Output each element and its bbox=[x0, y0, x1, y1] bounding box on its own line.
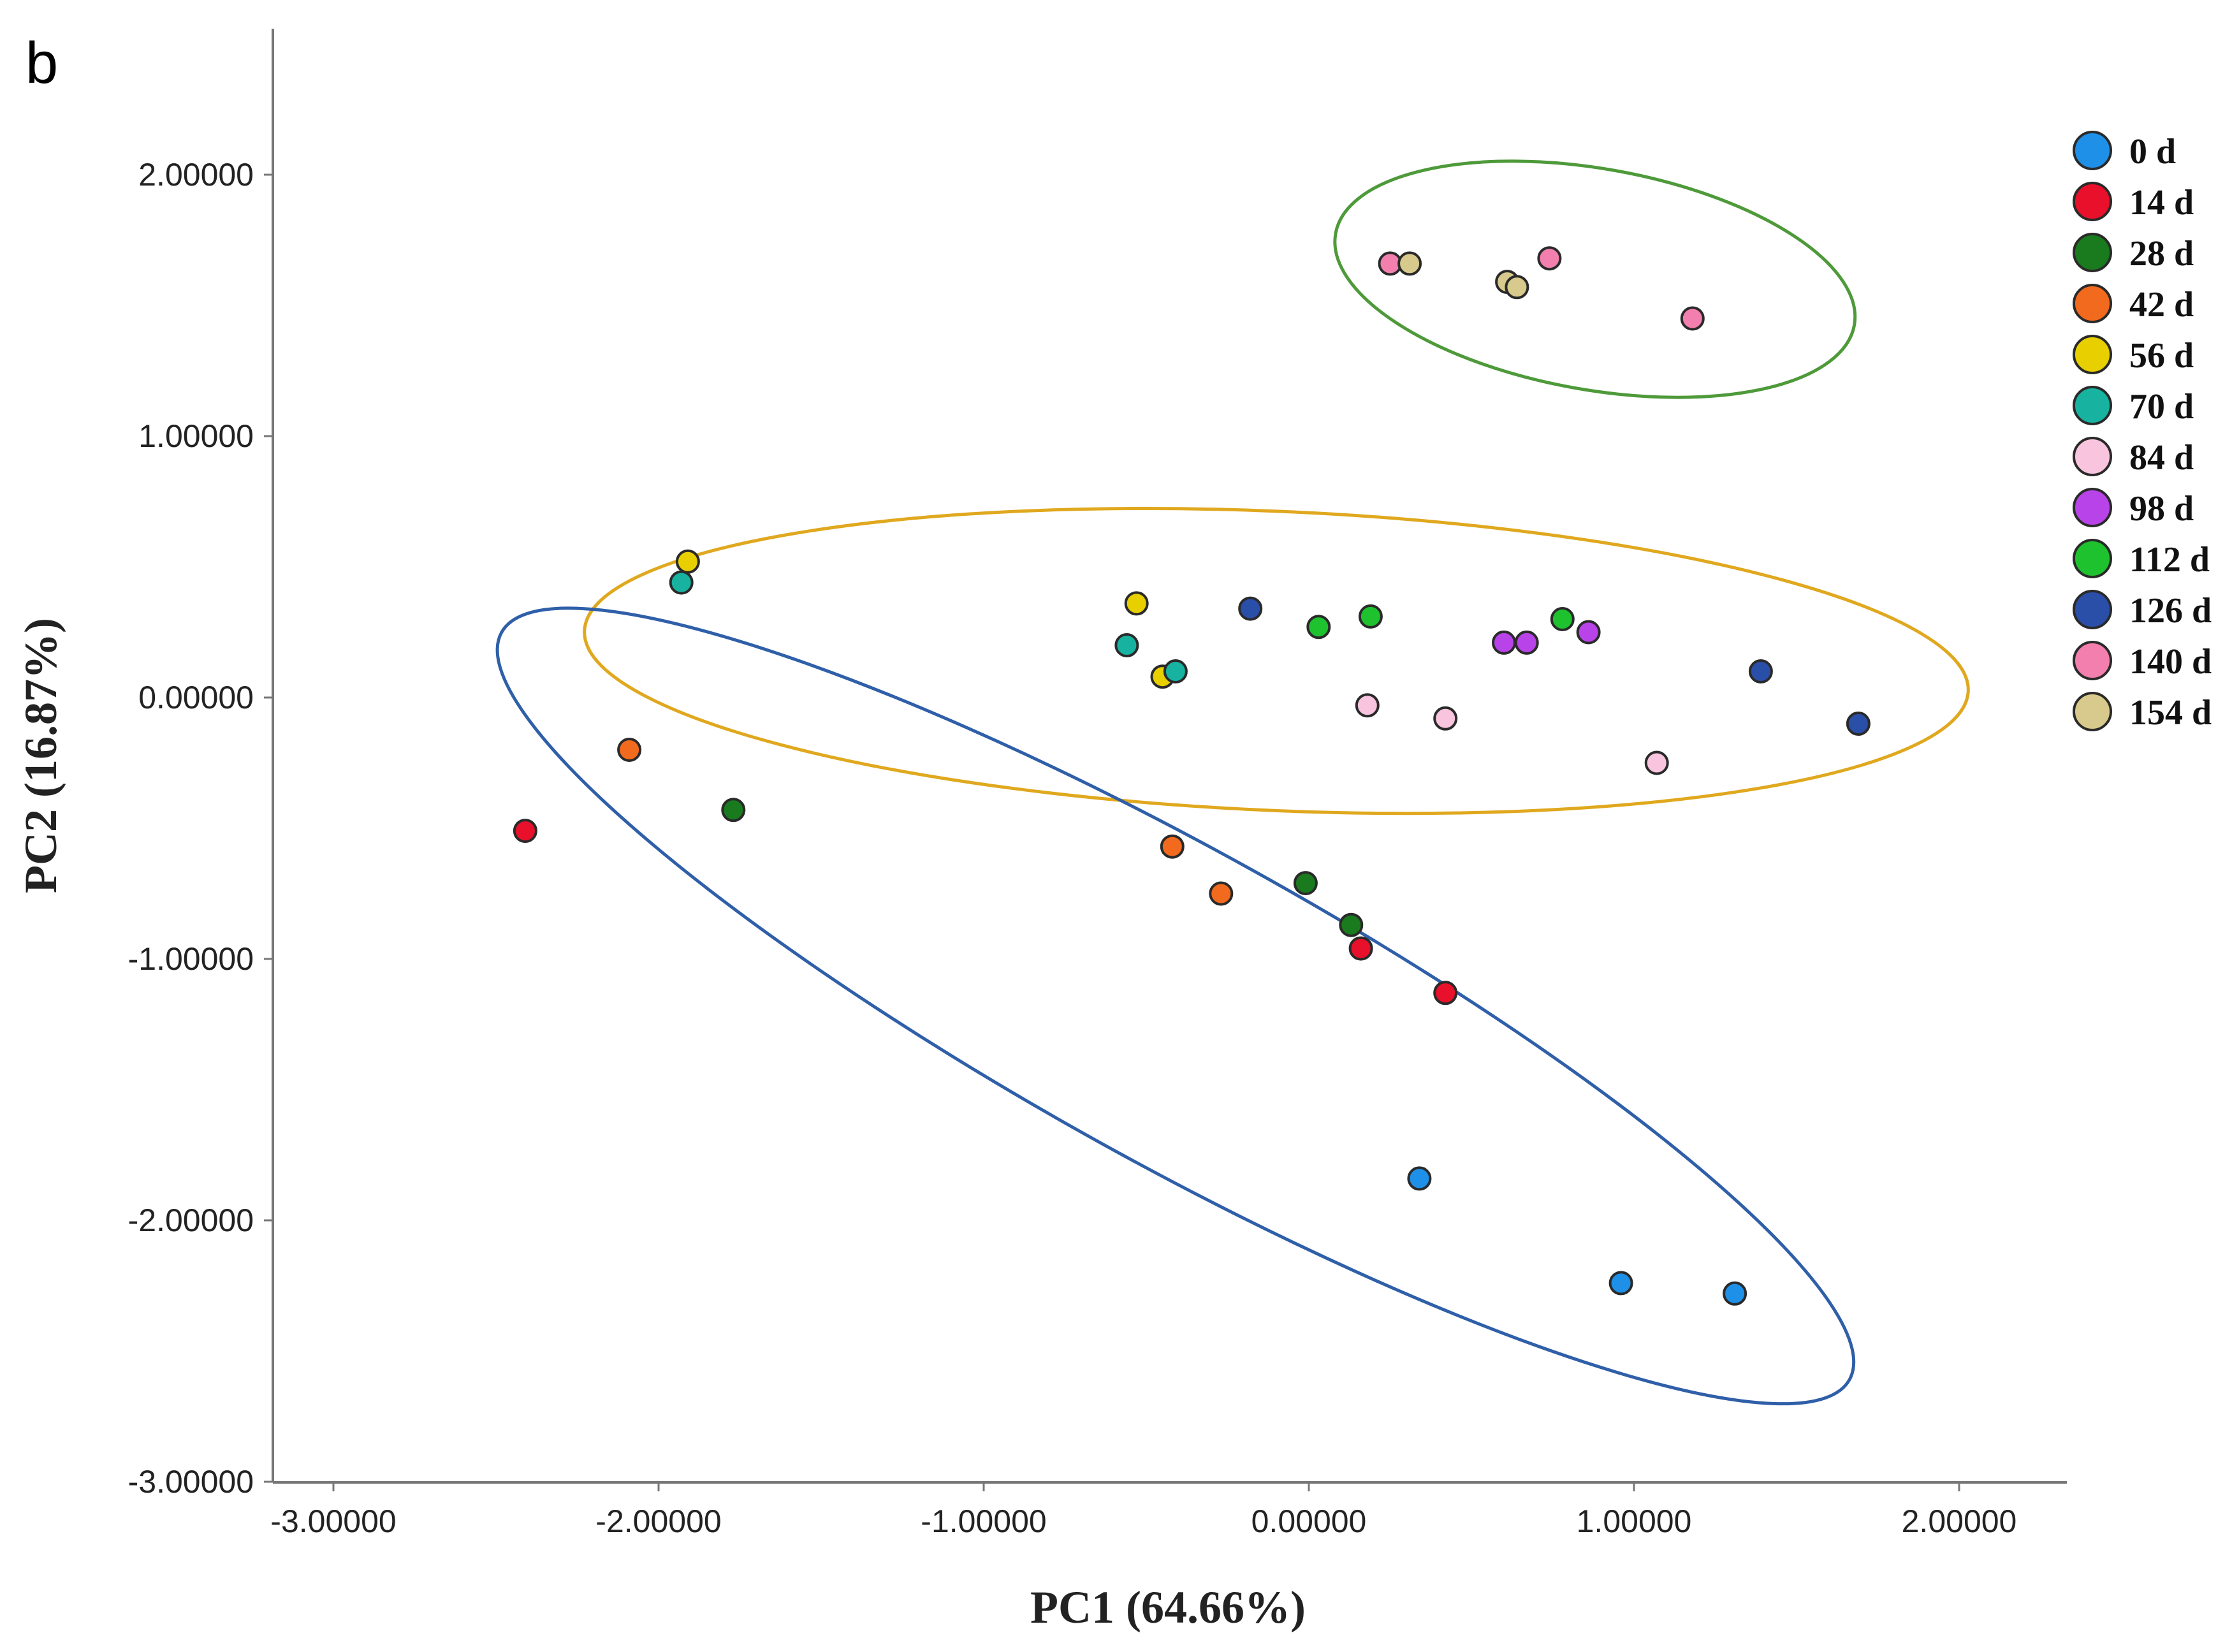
legend-label: 0 d bbox=[2129, 132, 2176, 172]
cluster-ellipses bbox=[495, 159, 1970, 1406]
legend-label: 98 d bbox=[2129, 489, 2194, 529]
data-point-126-d bbox=[1748, 659, 1773, 683]
data-point-56-d bbox=[675, 549, 700, 574]
legend-marker bbox=[2073, 131, 2112, 170]
y-tick-label: 2.00000 bbox=[138, 157, 254, 193]
legend-label: 28 d bbox=[2129, 234, 2194, 274]
x-tick-label: -2.00000 bbox=[595, 1503, 721, 1539]
data-point-98-d bbox=[1514, 630, 1539, 655]
legend-label: 126 d bbox=[2129, 591, 2212, 631]
data-point-56-d bbox=[1124, 591, 1149, 616]
data-points bbox=[513, 246, 1871, 1306]
legend-item-70-d: 70 d bbox=[2073, 386, 2194, 427]
y-axis-ticks: 2.00000 1.00000 0.00000 -1.00000 -2.00000 -3.… bbox=[128, 157, 273, 1500]
legend-marker bbox=[2073, 182, 2112, 221]
y-tick-label: 0.00000 bbox=[138, 680, 254, 715]
x-axis-title: PC1 (64.66%) bbox=[1030, 1582, 1306, 1633]
x-tick-label: 0.00000 bbox=[1251, 1503, 1367, 1539]
data-point-70-d bbox=[1114, 633, 1139, 657]
ellipse-top-group bbox=[1333, 159, 1857, 399]
data-point-84-d bbox=[1644, 750, 1669, 775]
data-point-28-d bbox=[1293, 871, 1318, 896]
x-tick-label: 2.00000 bbox=[1902, 1503, 2017, 1539]
legend-label: 84 d bbox=[2129, 438, 2194, 478]
data-point-28-d bbox=[721, 798, 746, 822]
legend-marker bbox=[2073, 284, 2112, 323]
legend-item-140-d: 140 d bbox=[2073, 641, 2212, 682]
data-point-140-d bbox=[1680, 306, 1705, 331]
y-tick-label: -3.00000 bbox=[128, 1464, 254, 1500]
legend-label: 154 d bbox=[2129, 693, 2212, 733]
legend-item-126-d: 126 d bbox=[2073, 590, 2212, 631]
data-point-70-d bbox=[1163, 659, 1188, 683]
data-point-126-d bbox=[1846, 712, 1871, 736]
legend-marker bbox=[2073, 335, 2112, 374]
legend-label: 140 d bbox=[2129, 642, 2212, 682]
legend-label: 56 d bbox=[2129, 336, 2194, 376]
y-tick-label: -2.00000 bbox=[128, 1202, 254, 1238]
ellipse-middle-group bbox=[583, 506, 1970, 815]
legend-label: 112 d bbox=[2129, 540, 2210, 580]
data-point-154-d bbox=[1505, 275, 1529, 300]
data-point-42-d bbox=[1160, 834, 1185, 859]
legend-label: 42 d bbox=[2129, 285, 2194, 325]
data-point-84-d bbox=[1433, 706, 1458, 731]
legend-marker bbox=[2073, 590, 2112, 629]
legend-marker bbox=[2073, 692, 2112, 731]
data-point-98-d bbox=[1576, 620, 1601, 645]
ellipse-bottom-group bbox=[495, 606, 1856, 1406]
panel-label: b bbox=[26, 31, 58, 96]
legend-item-14-d: 14 d bbox=[2073, 182, 2194, 223]
data-point-28-d bbox=[1339, 912, 1364, 937]
data-point-112-d bbox=[1306, 615, 1331, 640]
legend-item-28-d: 28 d bbox=[2073, 233, 2194, 274]
legend-marker bbox=[2073, 233, 2112, 272]
legend-marker bbox=[2073, 386, 2112, 425]
legend-item-42-d: 42 d bbox=[2073, 284, 2194, 325]
data-point-42-d bbox=[1209, 881, 1234, 906]
legend: 0 d 14 d 28 d 42 d 56 d 70 d 84 d 98 d 112 d 126 … bbox=[2073, 131, 2212, 733]
y-axis-title: PC2 (16.87%) bbox=[15, 618, 66, 893]
data-point-42-d bbox=[617, 738, 642, 762]
data-point-112-d bbox=[1550, 607, 1575, 631]
legend-marker bbox=[2073, 641, 2112, 680]
legend-item-0-d: 0 d bbox=[2073, 131, 2176, 172]
y-tick-label: 1.00000 bbox=[138, 418, 254, 454]
x-tick-label: -1.00000 bbox=[921, 1503, 1046, 1539]
data-point-140-d bbox=[1537, 246, 1562, 271]
data-point-0-d bbox=[1723, 1281, 1747, 1306]
legend-item-56-d: 56 d bbox=[2073, 335, 2194, 376]
legend-marker bbox=[2073, 539, 2112, 578]
legend-item-154-d: 154 d bbox=[2073, 692, 2212, 733]
legend-marker bbox=[2073, 437, 2112, 476]
data-point-84-d bbox=[1355, 693, 1380, 718]
x-axis-ticks: -3.00000 -2.00000 -1.00000 0.00000 1.00000 2.… bbox=[270, 1482, 2017, 1539]
data-point-70-d bbox=[669, 570, 694, 595]
data-point-112-d bbox=[1358, 604, 1383, 629]
data-point-14-d bbox=[513, 819, 537, 844]
data-point-126-d bbox=[1238, 596, 1263, 621]
legend-item-98-d: 98 d bbox=[2073, 488, 2194, 529]
data-point-0-d bbox=[1407, 1166, 1432, 1191]
data-point-14-d bbox=[1433, 981, 1458, 1005]
y-tick-label: -1.00000 bbox=[128, 941, 254, 977]
x-tick-label: -3.00000 bbox=[270, 1503, 396, 1539]
data-point-14-d bbox=[1348, 936, 1373, 961]
data-point-0-d bbox=[1608, 1271, 1633, 1296]
legend-item-84-d: 84 d bbox=[2073, 437, 2194, 478]
x-tick-label: 1.00000 bbox=[1577, 1503, 1692, 1539]
legend-label: 70 d bbox=[2129, 387, 2194, 427]
data-point-98-d bbox=[1492, 630, 1516, 655]
legend-item-112-d: 112 d bbox=[2073, 539, 2210, 580]
legend-label: 14 d bbox=[2129, 183, 2194, 223]
legend-marker bbox=[2073, 488, 2112, 527]
data-point-154-d bbox=[1397, 251, 1422, 276]
